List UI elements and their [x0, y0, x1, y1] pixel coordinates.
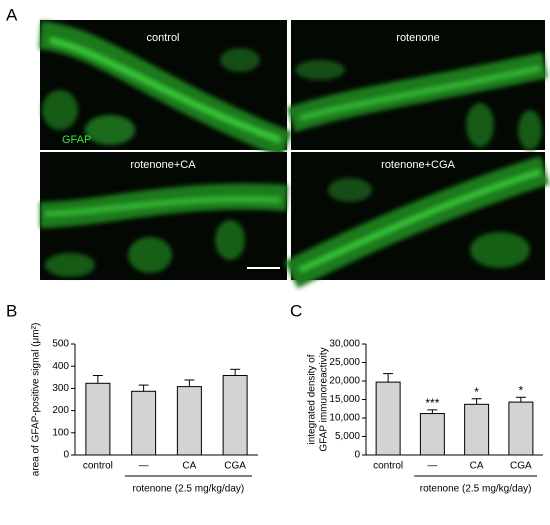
micrograph — [286, 20, 548, 150]
bar — [508, 401, 534, 456]
bar — [176, 386, 202, 456]
panel-label: C — [290, 301, 302, 320]
significance: * — [519, 383, 524, 397]
group-label: rotenone (2.5 mg/kg/day) — [420, 484, 532, 495]
micrograph: GFAP — [38, 20, 293, 158]
y-tick-label: 0 — [63, 450, 69, 461]
image-caption: control — [146, 32, 179, 44]
y-tick-label: 200 — [52, 405, 69, 416]
bar — [85, 382, 111, 456]
y-tick-label: 300 — [52, 383, 69, 394]
x-tick-label: CA — [470, 461, 484, 472]
group-label: rotenone (2.5 mg/kg/day) — [133, 484, 245, 495]
significance: *** — [425, 396, 439, 410]
y-tick-label: 400 — [52, 361, 69, 372]
bar — [131, 390, 157, 456]
micrograph — [39, 152, 288, 280]
y-tick-label: 20,000 — [329, 376, 360, 387]
x-tick-label: CGA — [510, 461, 532, 472]
y-tick-label: 100 — [52, 427, 69, 438]
y-tick-label: 25,000 — [329, 357, 360, 368]
y-tick-label: 0 — [354, 450, 360, 461]
bar — [464, 403, 490, 456]
panel-label: A — [6, 5, 18, 24]
micrograph — [284, 152, 550, 289]
y-axis-title: area of GFAP-positive signal (μm²) — [31, 323, 42, 477]
panel-label: B — [6, 301, 17, 320]
x-tick-label: — — [139, 461, 149, 472]
x-tick-label: control — [373, 461, 403, 472]
image-caption: rotenone+CGA — [381, 159, 455, 171]
y-tick-label: 15,000 — [329, 394, 360, 405]
image-caption: rotenone — [396, 32, 439, 44]
bar — [419, 413, 445, 456]
y-axis-title: GFAP immunoreactivity — [319, 347, 330, 451]
bar — [375, 381, 401, 456]
significance: * — [474, 385, 479, 399]
marker-label: GFAP — [62, 134, 91, 146]
y-tick-label: 30,000 — [329, 339, 360, 350]
y-tick-label: 5,000 — [335, 431, 360, 442]
x-tick-label: control — [83, 461, 113, 472]
y-axis-title: integrated density of — [307, 354, 318, 444]
x-tick-label: CA — [182, 461, 196, 472]
y-tick-label: 500 — [52, 339, 69, 350]
x-tick-label: — — [427, 461, 437, 472]
image-caption: rotenone+CA — [130, 159, 196, 171]
y-tick-label: 10,000 — [329, 413, 360, 424]
x-tick-label: CGA — [224, 461, 246, 472]
bar — [222, 375, 248, 456]
